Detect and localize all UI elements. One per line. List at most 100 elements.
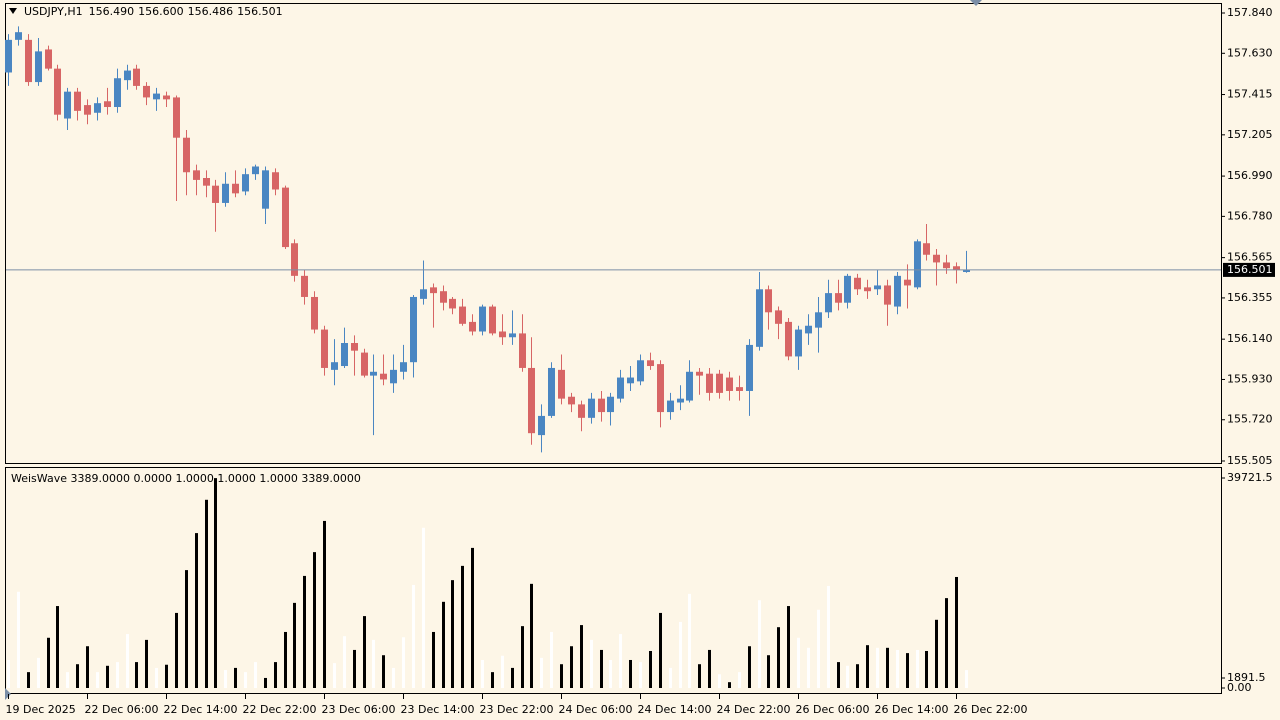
candle-body <box>351 343 358 351</box>
x-tick-label: 26 Dec 06:00 <box>796 703 870 716</box>
weis-bar <box>758 600 761 688</box>
candle-body <box>133 68 140 86</box>
header-close: 156.501 <box>237 5 283 18</box>
weis-bar <box>728 682 731 688</box>
x-tick-label: 22 Dec 14:00 <box>164 703 238 716</box>
chart-shift-marker[interactable] <box>970 0 982 6</box>
candle-body <box>430 287 437 294</box>
candle-body <box>390 369 397 384</box>
candle-body <box>746 344 753 391</box>
weis-bar <box>422 527 425 688</box>
weis-bar <box>402 637 405 688</box>
weis-bar <box>639 662 642 688</box>
y-tick-label: 156.355 <box>1227 291 1273 304</box>
candle-body <box>469 321 476 332</box>
weis-bar <box>679 621 682 688</box>
weis-bar <box>481 659 484 688</box>
weis-bar <box>649 650 652 688</box>
candle-body <box>884 285 891 305</box>
weis-bar <box>471 547 474 688</box>
y-tick-label: 155.930 <box>1227 372 1273 385</box>
weis-bar <box>560 664 563 688</box>
weis-bar <box>965 670 968 688</box>
y-tick-label: 156.990 <box>1227 169 1273 182</box>
y-tick-label: 157.415 <box>1227 88 1273 101</box>
weis-bar <box>293 602 296 688</box>
weis-bar <box>916 649 919 688</box>
candle-body <box>114 78 121 108</box>
candle-body <box>282 187 289 248</box>
y-tick-label: 157.630 <box>1227 46 1273 59</box>
weis-bar <box>521 626 524 688</box>
weis-bar <box>412 584 415 688</box>
weis-bar <box>313 552 316 688</box>
weis-bar <box>205 499 208 688</box>
weis-bar <box>126 634 129 688</box>
weis-bar <box>501 655 504 688</box>
candle-body <box>173 97 180 138</box>
x-tick-label: 23 Dec 06:00 <box>322 703 396 716</box>
candle-body <box>124 70 131 81</box>
weis-bar <box>698 664 701 688</box>
weis-bar <box>86 646 89 688</box>
candle-body <box>370 371 377 376</box>
candle-body <box>894 275 901 307</box>
weis-bar <box>244 672 247 688</box>
candle-body <box>301 275 308 297</box>
candle-body <box>696 371 703 376</box>
candle-body <box>726 377 733 391</box>
candle-body <box>933 254 940 263</box>
weis-bar <box>264 677 267 688</box>
candle-body <box>262 170 269 209</box>
candle-body <box>5 39 12 73</box>
candle-body <box>667 400 674 413</box>
candle-body <box>578 404 585 418</box>
weis-bar <box>935 619 938 688</box>
candle-body <box>874 285 881 290</box>
weis-bar <box>392 667 395 688</box>
candle-body <box>449 298 456 309</box>
candle-body <box>953 266 960 271</box>
weis-bar <box>451 580 454 688</box>
symbol-menu-icon[interactable] <box>9 8 17 14</box>
weis-bar <box>284 631 287 688</box>
weis-bar <box>659 612 662 688</box>
candle-body <box>321 329 328 368</box>
candle-body <box>489 306 496 334</box>
candle-body <box>617 377 624 399</box>
weis-bar <box>363 616 366 688</box>
weis-bar <box>945 598 948 688</box>
x-tick-label: 24 Dec 06:00 <box>559 703 633 716</box>
header-low: 156.486 <box>188 5 234 18</box>
candle-body <box>706 373 713 393</box>
weis-bar <box>530 583 533 688</box>
weis-bar <box>767 655 770 688</box>
weis-bar <box>669 667 672 688</box>
price-pane <box>5 3 1222 464</box>
y-tick-label: 0.00 <box>1227 681 1252 694</box>
weis-bar <box>619 634 622 688</box>
weis-bar <box>925 650 928 688</box>
weis-bar <box>748 646 751 688</box>
candle-body <box>657 364 664 413</box>
candle-body <box>153 93 160 100</box>
weis-bar <box>333 663 336 688</box>
weis-bar <box>155 667 158 688</box>
candle-body <box>736 387 743 391</box>
x-tick-label: 23 Dec 22:00 <box>480 703 554 716</box>
candle-body <box>548 367 555 416</box>
weis-bar <box>116 662 119 688</box>
candle-body <box>607 396 614 413</box>
candle-body <box>104 101 111 108</box>
weis-bar <box>511 667 514 688</box>
candle-body <box>74 91 81 111</box>
weis-bar <box>777 627 780 688</box>
candle-body <box>785 321 792 357</box>
candle-body <box>509 333 516 338</box>
candle-body <box>331 362 338 370</box>
weis-bar <box>214 478 217 688</box>
candle-body <box>45 49 52 69</box>
indicator-title: WeisWave 3389.0000 0.0000 1.0000 1.0000 … <box>11 472 361 485</box>
weis-bar <box>955 576 958 688</box>
